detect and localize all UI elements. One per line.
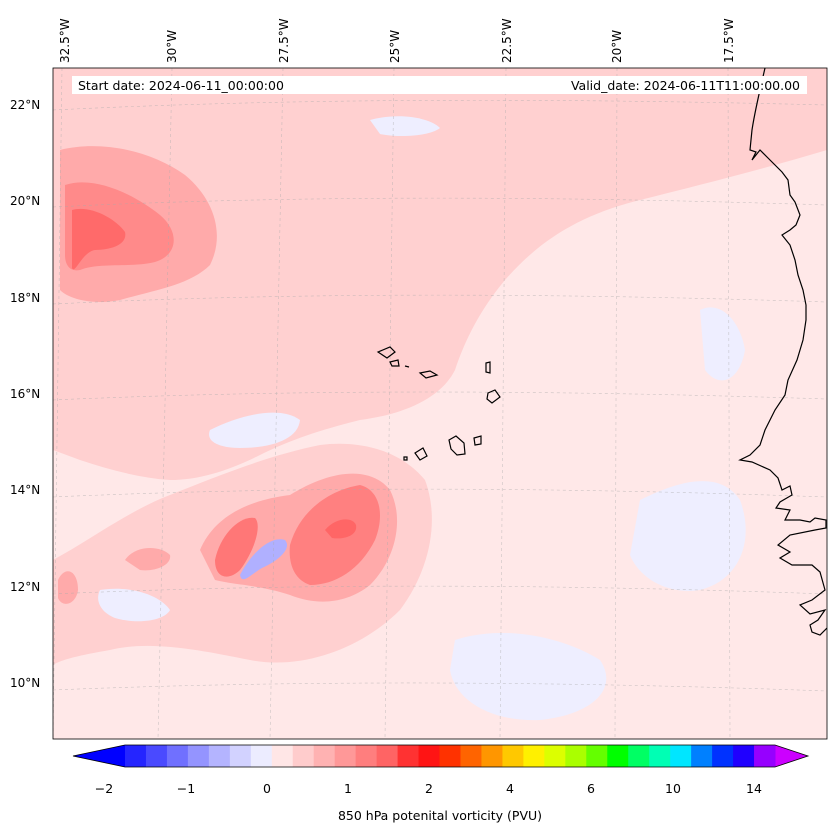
colorbar-segment xyxy=(628,745,650,767)
lat-label-16N: 16°N xyxy=(10,387,41,401)
lon-label-25W: 25°W xyxy=(388,29,402,63)
pv-light-pink-band xyxy=(53,68,827,480)
colorbar-segment xyxy=(544,745,566,767)
colorbar-outline xyxy=(72,744,810,768)
lon-label-20W: 20°W xyxy=(610,29,624,63)
colorbar-extend-low xyxy=(73,745,125,767)
colorbar-tick: −2 xyxy=(94,781,114,796)
colorbar-segment xyxy=(712,745,734,767)
colorbar-segment xyxy=(754,745,776,767)
colorbar-segment xyxy=(187,745,210,767)
lon-label-30W: 30°W xyxy=(165,29,179,63)
pv-blue-central xyxy=(240,539,288,580)
lat-label-22N: 22°N xyxy=(10,98,41,112)
cape-verde-islands xyxy=(376,346,501,461)
lat-label-10N: 10°N xyxy=(10,676,41,690)
colorbar-segment xyxy=(145,745,168,767)
pv-lightblue-sw xyxy=(98,588,170,622)
pv-darkred-nw xyxy=(72,208,126,270)
colorbar-segment xyxy=(481,745,503,767)
colorbar-label: 850 hPa potenital vorticity (PVU) xyxy=(337,808,543,823)
colorbar-tick: 10 xyxy=(665,781,681,796)
colorbar-segment xyxy=(166,745,189,767)
valid-date-label: Valid_date: 2024-06-11T11:00:00.00 xyxy=(570,78,800,93)
graticule xyxy=(53,68,827,739)
colorbar-tick: 6 xyxy=(587,781,595,796)
lon-label-17.5W: 17.5°W xyxy=(722,18,736,63)
colorbar-segment xyxy=(250,745,273,767)
colorbar-segment xyxy=(586,745,608,767)
colorbar-segment xyxy=(691,745,713,767)
colorbar-tick: 4 xyxy=(506,781,514,796)
colorbar-segment xyxy=(376,745,399,767)
pv-red-west-streak xyxy=(215,517,258,577)
map-frame xyxy=(52,67,828,740)
lat-label-20N: 20°N xyxy=(10,194,41,208)
colorbar-segment xyxy=(208,745,231,767)
map-panel xyxy=(52,67,828,740)
colorbar-segment xyxy=(271,745,294,767)
lat-label-12N: 12°N xyxy=(10,580,41,594)
colorbar-segment xyxy=(334,745,357,767)
colorbar-segment xyxy=(125,745,147,767)
colorbar-tick: 14 xyxy=(746,781,762,796)
lon-label-22.5W: 22.5°W xyxy=(500,18,514,63)
pv-darkred-central xyxy=(325,519,357,539)
colorbar-tick: 0 xyxy=(263,781,271,796)
colorbar-segment xyxy=(565,745,587,767)
pv-lightblue-east xyxy=(630,481,746,591)
colorbar-segment xyxy=(313,745,336,767)
header-box xyxy=(72,76,807,94)
pv-lightblue-north xyxy=(370,116,440,136)
pv-lightblue-se xyxy=(700,307,745,381)
colorbar-segment xyxy=(460,745,482,767)
lon-label-27.5W: 27.5°W xyxy=(277,18,291,63)
colorbar-tick: −1 xyxy=(176,781,196,796)
start-date-label: Start date: 2024-06-11_00:00:00 xyxy=(78,78,284,93)
colorbar-tick: 2 xyxy=(425,781,433,796)
colorbar-segment xyxy=(649,745,671,767)
colorbar-segment xyxy=(397,745,420,767)
colorbar-segment xyxy=(229,745,252,767)
colorbar-segment xyxy=(523,745,545,767)
pv-pink-small-left xyxy=(125,548,171,571)
lat-label-14N: 14°N xyxy=(10,483,41,497)
pv-lightblue-south xyxy=(450,632,607,721)
colorbar-segment xyxy=(670,745,692,767)
lat-label-18N: 18°N xyxy=(10,291,41,305)
lon-label-32.5W: 32.5°W xyxy=(58,18,72,63)
colorbar-segment xyxy=(292,745,315,767)
colorbar-segment xyxy=(502,745,524,767)
colorbar-segment xyxy=(355,745,378,767)
colorbar-segment xyxy=(733,745,755,767)
colorbar-segment xyxy=(607,745,629,767)
colorbar-extend-high xyxy=(775,745,808,767)
africa-coastline xyxy=(738,68,827,636)
colorbar-tick: 1 xyxy=(344,781,352,796)
pv-pink-left-edge xyxy=(58,571,78,604)
pv-lightblue-mid xyxy=(209,412,300,448)
colorbar xyxy=(72,744,810,768)
colorbar-segment xyxy=(418,745,441,767)
colorbar-segment xyxy=(439,745,461,767)
